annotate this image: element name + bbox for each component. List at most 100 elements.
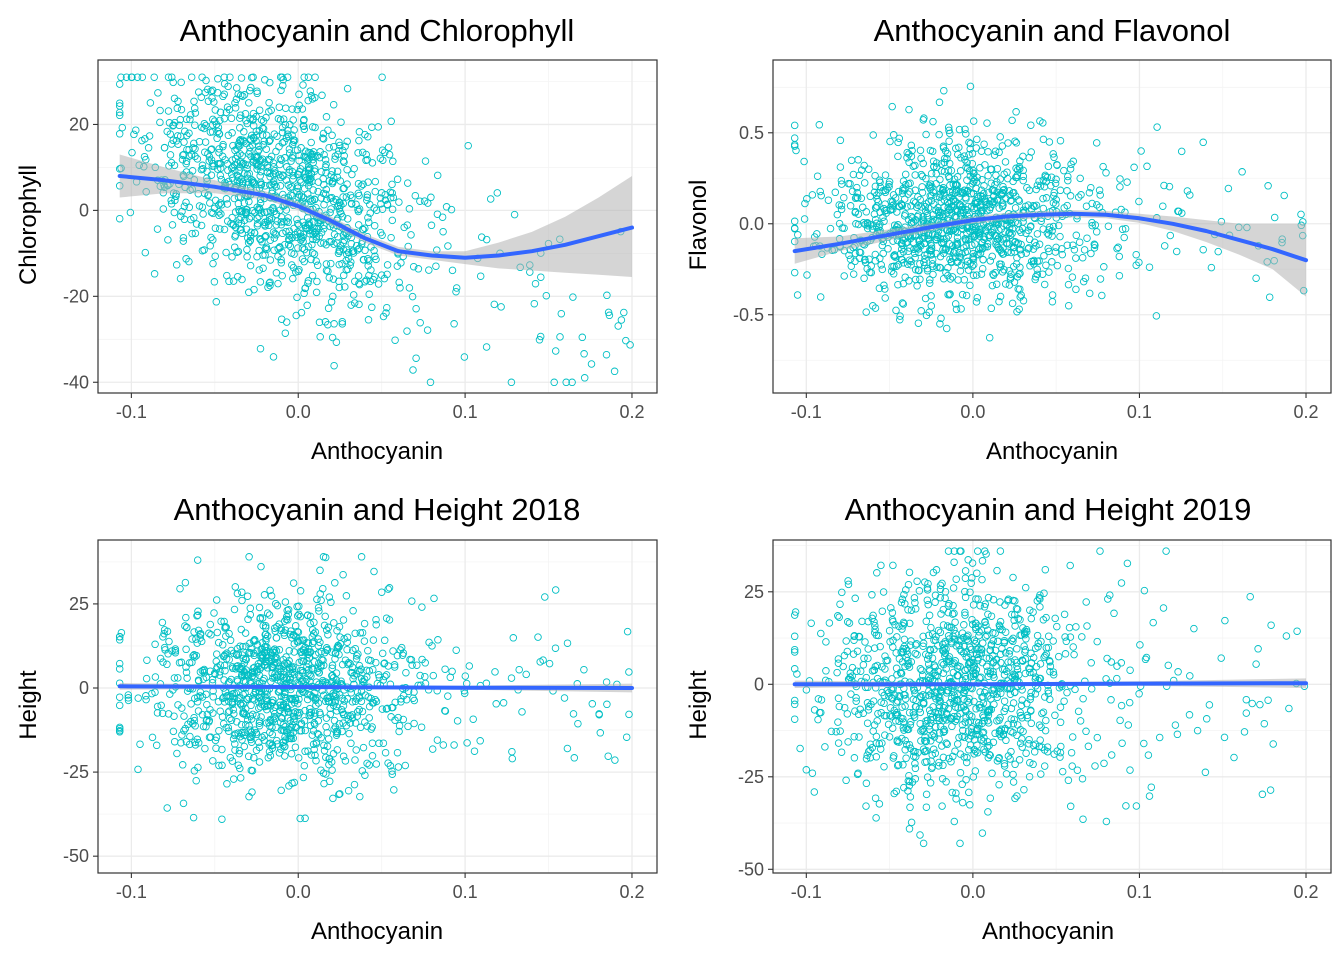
scatter-point: [924, 579, 932, 588]
scatter-point: [1049, 199, 1058, 207]
scatter-point: [442, 203, 451, 211]
scatter-point: [1020, 785, 1028, 794]
scatter-point: [331, 155, 339, 163]
scatter-point: [876, 178, 884, 187]
scatter-point: [320, 239, 328, 247]
scatter-point: [1088, 221, 1096, 230]
scatter-point: [145, 132, 154, 140]
scatter-point: [190, 97, 198, 106]
scatter-point: [860, 274, 868, 283]
scatter-point: [1020, 629, 1029, 638]
scatter-point: [889, 636, 897, 645]
scatter-point: [973, 741, 981, 749]
scatter-point: [363, 191, 372, 199]
scatter-point: [1140, 586, 1149, 595]
scatter-point: [222, 655, 231, 663]
scatter-point: [322, 723, 330, 731]
scatter-point: [356, 629, 365, 637]
scatter-point: [991, 729, 999, 738]
scatter-point: [912, 752, 920, 761]
scatter-point: [343, 638, 351, 646]
scatter-point: [310, 195, 319, 204]
scatter-point: [251, 673, 259, 681]
scatter-point: [1053, 622, 1061, 631]
scatter-point: [412, 304, 420, 313]
scatter-point: [899, 724, 908, 732]
scatter-point: [936, 320, 944, 328]
scatter-point: [837, 176, 846, 185]
scatter-point: [365, 271, 373, 280]
scatter-point: [1039, 708, 1048, 716]
scatter-point: [974, 245, 983, 254]
scatter-point: [922, 130, 930, 139]
scatter-point: [996, 133, 1004, 141]
scatter-point: [925, 691, 933, 700]
scatter-point: [1107, 696, 1115, 704]
scatter-point: [1160, 181, 1168, 190]
scatter-point: [962, 291, 971, 300]
scatter-point: [881, 731, 889, 739]
scatter-point: [881, 200, 889, 208]
scatter-point: [1016, 293, 1024, 301]
scatter-point: [306, 612, 315, 621]
scatter-point: [944, 632, 953, 640]
scatter-point: [845, 619, 854, 627]
scatter-point: [856, 705, 864, 714]
scatter-point: [311, 73, 319, 81]
scatter-point: [1036, 117, 1044, 125]
scatter-point: [252, 746, 261, 755]
scatter-point: [1083, 622, 1091, 630]
scatter-point: [1040, 252, 1048, 260]
scatter-point: [863, 751, 871, 759]
scatter-point: [917, 170, 926, 179]
scatter-point: [1020, 642, 1028, 650]
scatter-point: [840, 193, 848, 202]
scatter-point: [1082, 727, 1090, 736]
scatter-point: [372, 620, 380, 629]
scatter-point: [915, 587, 924, 595]
scatter-point: [1000, 726, 1009, 735]
scatter-point: [925, 706, 934, 715]
scatter-point: [224, 131, 233, 140]
scatter-point: [942, 245, 950, 253]
scatter-point: [177, 78, 185, 87]
smooth-line: [117, 174, 634, 260]
scatter-point: [276, 718, 285, 726]
scatter-point: [236, 764, 244, 773]
scatter-point: [946, 129, 954, 138]
scatter-point: [927, 250, 935, 259]
scatter-point: [539, 656, 547, 664]
scatter-point: [899, 761, 907, 769]
scatter-point: [1018, 743, 1026, 751]
scatter-point: [187, 700, 195, 708]
scatter-point: [1121, 224, 1130, 233]
scatter-point: [285, 734, 293, 743]
scatter-point: [280, 693, 288, 701]
scatter-point: [296, 689, 304, 698]
scatter-point: [441, 706, 449, 715]
scatter-point: [301, 747, 309, 756]
scatter-point: [276, 155, 285, 163]
scatter-point: [913, 577, 921, 585]
scatter-point: [518, 708, 526, 716]
scatter-point: [1078, 633, 1086, 641]
scatter-point: [822, 638, 830, 646]
scatter-point: [964, 266, 973, 274]
scatter-point: [448, 667, 456, 676]
scatter-point: [925, 687, 933, 695]
scatter-point: [916, 831, 924, 839]
scatter-point: [326, 710, 335, 719]
scatter-point: [154, 89, 162, 97]
scatter-point: [283, 606, 291, 615]
scatter-point: [936, 581, 945, 590]
scatter-point: [328, 664, 336, 672]
scatter-point: [187, 150, 196, 159]
scatter-point: [894, 761, 903, 769]
scatter-point: [1165, 182, 1174, 191]
scatter-point: [348, 698, 357, 706]
scatter-point: [360, 256, 368, 264]
scatter-point: [138, 136, 146, 145]
scatter-point: [377, 200, 385, 208]
scatter-point: [864, 702, 873, 711]
scatter-point: [311, 751, 319, 760]
